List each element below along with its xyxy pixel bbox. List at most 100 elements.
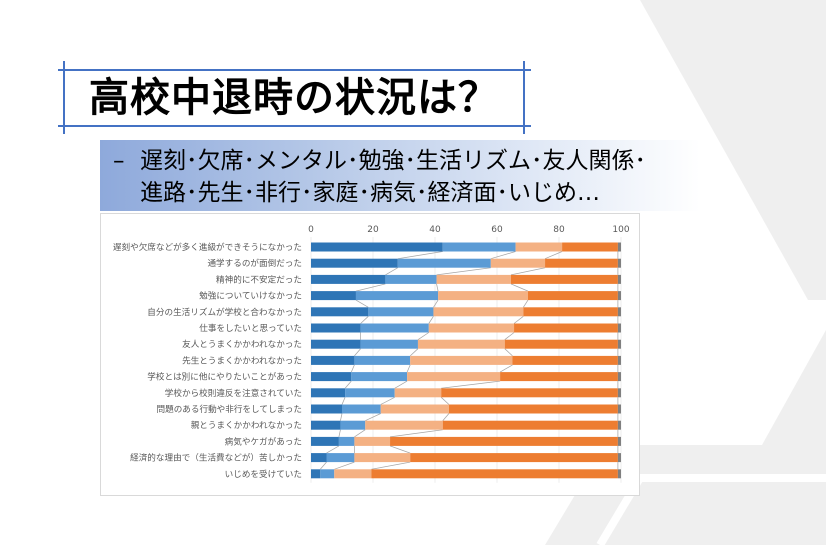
bar-segment	[311, 242, 443, 252]
series-line	[344, 380, 352, 389]
bar-segment	[428, 323, 515, 333]
category-label: 精神的に不安定だった	[216, 273, 302, 285]
bar-segment	[410, 355, 513, 365]
bar-segment	[448, 404, 618, 414]
title-frame-bottom	[58, 125, 531, 127]
bar-segment	[442, 420, 618, 430]
category-label: 勉強についていけなかった	[199, 290, 302, 302]
x-tick-label: 60	[491, 225, 503, 235]
series-line	[340, 413, 343, 421]
bar-segment	[311, 274, 386, 284]
bar-segment	[326, 453, 355, 463]
bar-segment	[311, 404, 342, 414]
bar-segment	[617, 242, 621, 252]
series-line	[385, 267, 398, 276]
bar-segment	[371, 469, 618, 479]
bar-segment	[368, 307, 434, 317]
background-hexagon-outline	[596, 474, 826, 545]
series-line	[441, 380, 501, 389]
bar-segment	[311, 307, 369, 317]
series-line	[380, 396, 395, 405]
bar-segment	[617, 404, 621, 414]
bar-segment	[617, 388, 621, 398]
bar-segment	[436, 274, 511, 284]
bar-segment	[311, 420, 341, 430]
bar-segment	[355, 291, 439, 301]
category-label: 病気やケガがあった	[225, 435, 302, 447]
bar-segment	[512, 355, 618, 365]
series-line	[504, 332, 515, 340]
chart-area: 0 20 40 60 80 100 遅刻や欠席などが多く進級ができそうになかった 通学するのが…	[100, 213, 640, 496]
title-frame-left	[63, 61, 65, 134]
series-line	[341, 397, 346, 405]
series-line	[523, 299, 529, 308]
bar-segment	[311, 436, 339, 446]
series-line	[397, 251, 443, 260]
bar-segment	[442, 242, 516, 252]
bar-segment	[342, 404, 381, 414]
bar-segment	[385, 274, 437, 284]
bar-segment	[334, 469, 372, 479]
bar-segment	[351, 372, 408, 382]
bar-segment	[617, 339, 621, 349]
bar-segment	[617, 372, 621, 382]
bar-segment	[407, 372, 501, 382]
series-line	[499, 364, 513, 373]
bar-segment	[311, 469, 321, 479]
bar-segment	[617, 436, 621, 446]
bar-segment	[354, 436, 391, 446]
series-line	[355, 283, 386, 292]
series-line	[510, 283, 529, 292]
bar-segment	[354, 453, 411, 463]
series-line	[433, 299, 439, 308]
category-label: 学校とは別に他にやりたいことがあった	[147, 371, 302, 383]
category-label: 学校から校則違反を注意されていた	[165, 387, 302, 399]
bar-segment	[390, 436, 618, 446]
bar-segment	[354, 355, 411, 365]
category-label: 友人とうまくかかわれなかった	[182, 338, 302, 350]
bar-segment	[311, 339, 361, 349]
series-line	[428, 316, 434, 324]
series-line	[354, 429, 366, 438]
bar-segment	[504, 339, 618, 349]
bar-segment	[617, 258, 621, 268]
series-line	[544, 251, 563, 260]
bar-segment	[340, 420, 366, 430]
x-tick-label: 20	[367, 225, 379, 235]
category-label: 仕事をしたいと思っていた	[199, 322, 302, 334]
bar-segment	[523, 307, 618, 317]
bar-segment	[311, 355, 355, 365]
stacked-bar-chart: 0 20 40 60 80 100 遅刻や欠席などが多く進級ができそうになかった通学するのが…	[113, 225, 630, 483]
series-line	[334, 461, 355, 470]
bar-segment	[365, 420, 443, 430]
slide-title: 高校中退時の状況は？	[89, 75, 499, 121]
series-line	[436, 283, 439, 292]
series-line	[394, 380, 408, 389]
series-line	[442, 413, 450, 421]
x-tick-label: 40	[429, 225, 441, 235]
bar-segment	[410, 453, 618, 463]
bar-segment	[515, 242, 563, 252]
bar-segment	[417, 339, 505, 349]
series-line	[417, 332, 430, 341]
bar-segment	[360, 323, 429, 333]
bar-segment	[617, 420, 621, 430]
bar-segment	[311, 258, 398, 268]
series-line	[365, 413, 381, 422]
bar-segment	[394, 388, 442, 398]
background-hexagon	[762, 330, 826, 445]
series-line	[504, 348, 513, 357]
category-label: 先生とうまくかかわれなかった	[182, 354, 302, 366]
series-line	[513, 316, 524, 324]
series-line	[436, 267, 491, 276]
bar-segment	[311, 291, 356, 301]
background-hexagon	[640, 0, 826, 300]
subtitle-line-1: 遅刻･欠席･メンタル･勉強･生活リズム･友人関係･	[140, 148, 646, 174]
series-line	[409, 348, 419, 357]
series-line	[338, 429, 341, 437]
bar-segment	[397, 258, 491, 268]
category-label: いじめを受けていた	[225, 468, 302, 480]
x-tick-label: 100	[612, 225, 629, 235]
series-line	[326, 445, 340, 454]
category-label: 遅刻や欠席などが多く進級ができそうになかった	[113, 241, 302, 253]
